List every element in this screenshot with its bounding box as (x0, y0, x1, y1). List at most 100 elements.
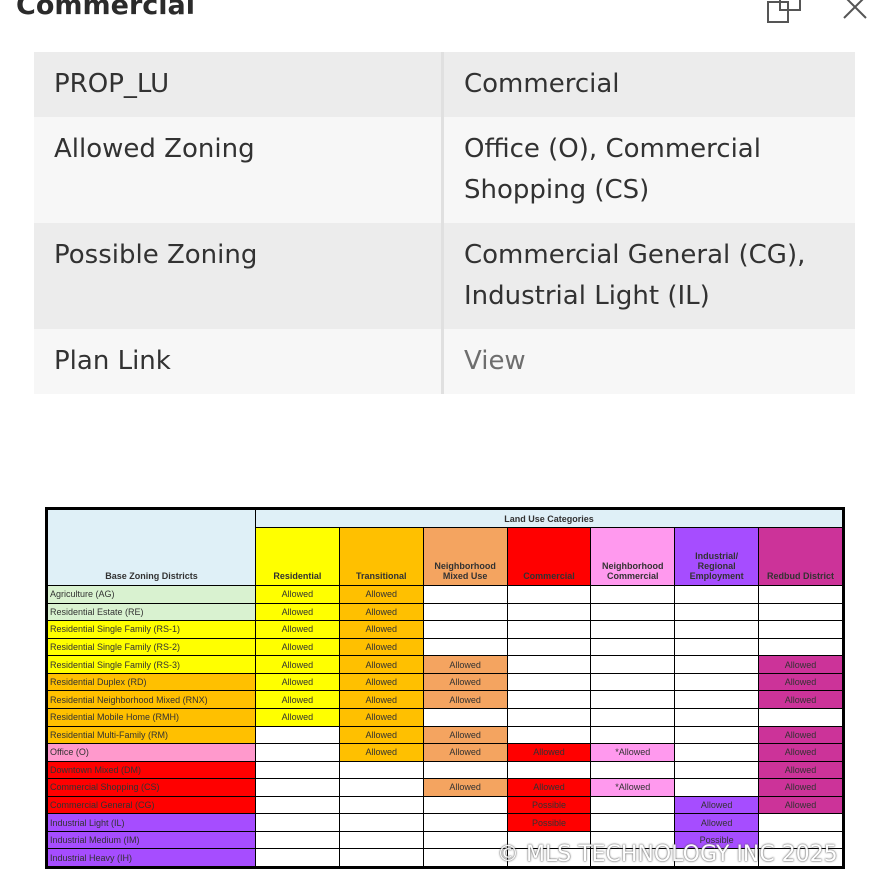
matrix-cell (758, 813, 843, 832)
matrix-cell (758, 602, 843, 622)
zoning-matrix-image: Base Zoning Districts Land Use Categorie… (45, 507, 845, 869)
matrix-cell: Allowed (758, 743, 843, 762)
district-name: Residential Estate (RE) (47, 602, 256, 622)
attribute-value: Commercial General (CG), Industrial Ligh… (464, 240, 806, 311)
column-header: Neighborhood Commercial (590, 527, 676, 586)
matrix-cell: Allowed (422, 690, 508, 709)
district-name: Commercial Shopping (CS) (47, 778, 256, 797)
attribute-table: PROP_LU Commercial Allowed Zoning Office… (34, 52, 855, 394)
table-row: Residential Single Family (RS-1) Allowed A… (47, 620, 843, 639)
matrix-cell (758, 637, 843, 657)
matrix-cell (590, 620, 676, 639)
close-icon[interactable] (840, 0, 870, 24)
matrix-cell (255, 830, 340, 850)
column-group-header: Land Use Categories (255, 509, 843, 528)
attribute-row: Plan Link View (34, 329, 855, 394)
matrix-cell: Possible (506, 795, 592, 815)
matrix-cell (422, 707, 508, 727)
matrix-cell (590, 795, 676, 815)
matrix-cell: *Allowed (590, 743, 676, 762)
matrix-cell (506, 637, 592, 657)
matrix-cell (255, 760, 340, 780)
table-row: Residential Duplex (RD) Allowed Allowed All… (47, 672, 843, 692)
matrix-cell (255, 725, 340, 745)
zoning-matrix-table: Base Zoning Districts Land Use Categorie… (47, 509, 843, 867)
column-header: Industrial/ Regional Employment (674, 527, 760, 586)
matrix-cell (255, 778, 340, 797)
table-row: Downtown Mixed (DM) Allowed (47, 760, 843, 780)
table-row: Residential Neighborhood Mixed (RNX) Allo… (47, 690, 843, 709)
matrix-cell (674, 778, 760, 797)
district-name: Industrial Medium (IM) (47, 830, 256, 850)
matrix-cell (338, 760, 424, 780)
matrix-cell (674, 707, 760, 727)
matrix-cell: Allowed (338, 585, 424, 604)
district-name: Residential Single Family (RS-2) (47, 637, 256, 657)
matrix-cell (590, 585, 676, 604)
column-header: Neighborhood Mixed Use (422, 527, 508, 586)
attribute-key: Plan Link (34, 329, 444, 394)
matrix-cell (590, 655, 676, 674)
attribute-key: Possible Zoning (34, 223, 444, 329)
matrix-cell (674, 637, 760, 657)
table-row: Office (O) Allowed Allowed Allowed *Allowed A… (47, 743, 843, 762)
matrix-cell: Allowed (422, 725, 508, 745)
matrix-cell: Allowed (255, 637, 340, 657)
district-name: Residential Multi-Family (RM) (47, 725, 256, 745)
matrix-cell (422, 585, 508, 604)
matrix-cell (590, 813, 676, 832)
matrix-cell (590, 707, 676, 727)
matrix-cell: Allowed (758, 795, 843, 815)
matrix-cell (422, 830, 508, 850)
district-name: Industrial Heavy (IH) (47, 848, 256, 867)
matrix-cell (758, 707, 843, 727)
table-row: Residential Mobile Home (RMH) Allowed Allo… (47, 707, 843, 727)
matrix-cell: *Allowed (590, 778, 676, 797)
matrix-cell (422, 848, 508, 867)
table-row: Commercial Shopping (CS) Allowed Allowed *A… (47, 778, 843, 797)
matrix-cell (255, 795, 340, 815)
matrix-cell (674, 655, 760, 674)
plan-link[interactable]: View (464, 346, 526, 376)
attribute-key: Allowed Zoning (34, 117, 444, 223)
matrix-cell (255, 848, 340, 867)
matrix-cell: Allowed (338, 707, 424, 727)
table-row: Residential Single Family (RS-3) Allowed A… (47, 655, 843, 674)
district-name: Residential Single Family (RS-1) (47, 620, 256, 639)
matrix-cell: Allowed (338, 620, 424, 639)
matrix-cell (590, 760, 676, 780)
matrix-cell (590, 690, 676, 709)
popup-header: Commercial (0, 0, 872, 30)
district-name: Agriculture (AG) (47, 585, 256, 604)
matrix-cell: Possible (506, 813, 592, 832)
matrix-cell: Allowed (338, 637, 424, 657)
district-name: Residential Mobile Home (RMH) (47, 707, 256, 727)
matrix-cell (506, 585, 592, 604)
dock-icon[interactable] (766, 0, 804, 24)
district-name: Residential Duplex (RD) (47, 672, 256, 692)
matrix-cell: Allowed (338, 690, 424, 709)
matrix-cell (506, 602, 592, 622)
matrix-cell (422, 813, 508, 832)
matrix-cell (674, 620, 760, 639)
matrix-cell (338, 778, 424, 797)
matrix-cell (338, 848, 424, 867)
watermark: © MLS TECHNOLOGY INC 2025 (497, 842, 838, 867)
matrix-cell (255, 743, 340, 762)
matrix-cell: Allowed (255, 690, 340, 709)
district-name: Residential Single Family (RS-3) (47, 655, 256, 674)
matrix-cell (338, 813, 424, 832)
district-name: Office (O) (47, 743, 256, 762)
matrix-cell: Allowed (338, 602, 424, 622)
matrix-cell (506, 690, 592, 709)
attribute-value: Office (O), Commercial Shopping (CS) (464, 134, 761, 205)
matrix-cell (758, 620, 843, 639)
district-name: Downtown Mixed (DM) (47, 760, 256, 780)
matrix-cell: Allowed (758, 690, 843, 709)
matrix-cell (758, 585, 843, 604)
table-row: Residential Estate (RE) Allowed Allowed (47, 602, 843, 622)
popup-title: Commercial (16, 0, 195, 21)
matrix-cell (590, 672, 676, 692)
matrix-cell (506, 760, 592, 780)
matrix-cell: Allowed (338, 743, 424, 762)
